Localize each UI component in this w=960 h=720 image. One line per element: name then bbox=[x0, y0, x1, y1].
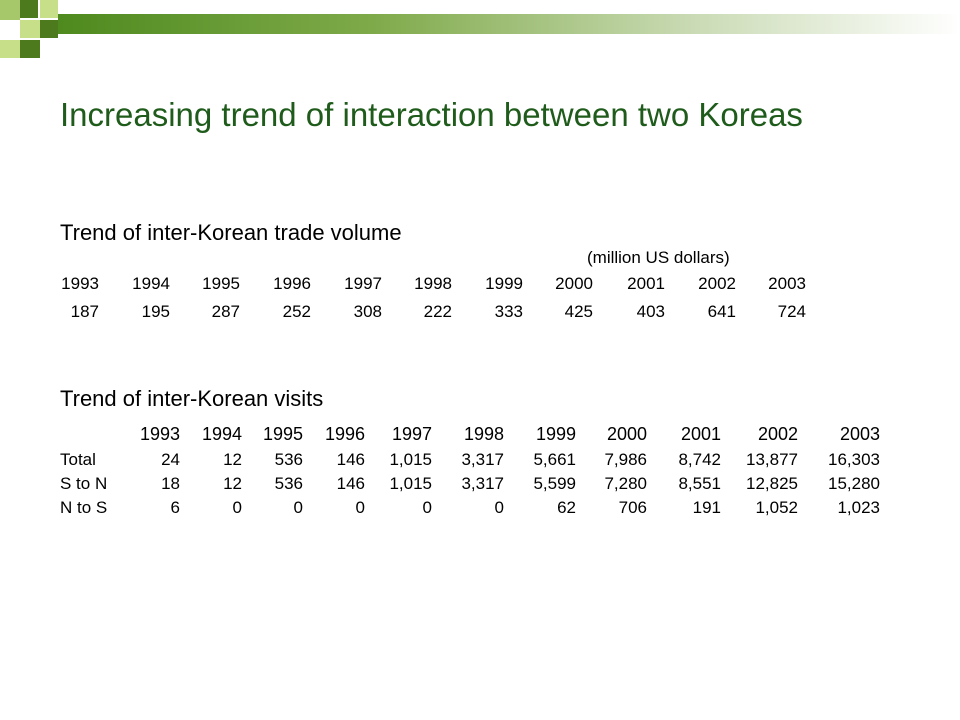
trade-year-cell: 2003 bbox=[768, 274, 806, 293]
trade-year-cell: 2001 bbox=[627, 274, 665, 293]
deco-square bbox=[40, 20, 58, 38]
visits-value-cell: 8,551 bbox=[678, 474, 721, 493]
visits-value-cell: 12,825 bbox=[746, 474, 798, 493]
visits-year-cell: 1994 bbox=[201, 424, 242, 444]
trade-year-cell: 1993 bbox=[61, 274, 99, 293]
header-gradient-bar bbox=[58, 14, 960, 34]
visits-year-cell: 2002 bbox=[757, 424, 798, 444]
trade-heading: Trend of inter-Korean trade volume bbox=[60, 220, 402, 245]
trade-year-cell: 2002 bbox=[698, 274, 736, 293]
visits-value-cell: 3,317 bbox=[461, 450, 504, 469]
trade-year-cell: 1998 bbox=[414, 274, 452, 293]
visits-value-cell: 12 bbox=[223, 450, 242, 469]
visits-year-cell: 1998 bbox=[463, 424, 504, 444]
visits-value-cell: 7,280 bbox=[604, 474, 647, 493]
visits-value-cell: 13,877 bbox=[746, 450, 798, 469]
visits-row-label: N to S bbox=[60, 498, 108, 517]
visits-value-cell: 16,303 bbox=[828, 450, 880, 469]
visits-value-cell: 1,052 bbox=[755, 498, 798, 517]
visits-row-label: S to N bbox=[60, 474, 108, 493]
visits-year-cell: 1996 bbox=[324, 424, 365, 444]
visits-value-cell: 1,015 bbox=[389, 450, 432, 469]
visits-value-cell: 0 bbox=[422, 498, 432, 517]
trade-value-cell: 252 bbox=[282, 302, 311, 321]
visits-value-cell: 6 bbox=[170, 498, 180, 517]
visits-value-cell: 536 bbox=[274, 450, 303, 469]
trade-value-cell: 641 bbox=[707, 302, 736, 321]
visits-value-cell: 146 bbox=[336, 474, 365, 493]
visits-year-cell: 1999 bbox=[535, 424, 576, 444]
visits-year-cell: 1993 bbox=[139, 424, 180, 444]
visits-value-cell: 5,661 bbox=[533, 450, 576, 469]
trade-year-cell: 1999 bbox=[485, 274, 523, 293]
visits-value-cell: 24 bbox=[161, 450, 180, 469]
visits-value-cell: 8,742 bbox=[678, 450, 721, 469]
trade-year-cell: 1995 bbox=[202, 274, 240, 293]
visits-value-cell: 0 bbox=[232, 498, 242, 517]
deco-square bbox=[20, 20, 40, 38]
visits-value-cell: 15,280 bbox=[828, 474, 880, 493]
visits-value-cell: 536 bbox=[274, 474, 303, 493]
visits-year-cell: 1995 bbox=[262, 424, 303, 444]
visits-year-cell: 1997 bbox=[391, 424, 432, 444]
trade-value-cell: 724 bbox=[777, 302, 806, 321]
slide-title: Increasing trend of interaction between … bbox=[60, 96, 803, 133]
deco-square bbox=[40, 0, 58, 18]
visits-value-cell: 62 bbox=[557, 498, 576, 517]
visits-value-cell: 7,986 bbox=[604, 450, 647, 469]
trade-year-cell: 2000 bbox=[555, 274, 593, 293]
visits-value-cell: 12 bbox=[223, 474, 242, 493]
trade-value-cell: 403 bbox=[636, 302, 665, 321]
deco-square bbox=[0, 40, 20, 58]
trade-value-cell: 425 bbox=[564, 302, 593, 321]
visits-value-cell: 146 bbox=[336, 450, 365, 469]
visits-year-cell: 2003 bbox=[839, 424, 880, 444]
deco-square bbox=[20, 40, 40, 58]
visits-value-cell: 1,015 bbox=[389, 474, 432, 493]
trade-value-cell: 222 bbox=[423, 302, 452, 321]
trade-year-cell: 1997 bbox=[344, 274, 382, 293]
deco-square bbox=[20, 0, 38, 18]
visits-heading: Trend of inter-Korean visits bbox=[60, 386, 324, 411]
trade-year-cell: 1996 bbox=[273, 274, 311, 293]
visits-row-label: Total bbox=[60, 450, 96, 469]
trade-value-cell: 308 bbox=[353, 302, 382, 321]
visits-value-cell: 0 bbox=[494, 498, 504, 517]
visits-value-cell: 5,599 bbox=[533, 474, 576, 493]
visits-value-cell: 0 bbox=[293, 498, 303, 517]
visits-value-cell: 706 bbox=[618, 498, 647, 517]
trade-value-cell: 287 bbox=[211, 302, 240, 321]
visits-year-cell: 2001 bbox=[680, 424, 721, 444]
trade-value-cell: 333 bbox=[494, 302, 523, 321]
visits-value-cell: 1,023 bbox=[837, 498, 880, 517]
trade-unit-label: (million US dollars) bbox=[587, 248, 730, 267]
visits-value-cell: 3,317 bbox=[461, 474, 504, 493]
trade-value-cell: 187 bbox=[70, 302, 99, 321]
trade-value-cell: 195 bbox=[141, 302, 170, 321]
visits-value-cell: 191 bbox=[692, 498, 721, 517]
deco-square bbox=[0, 0, 20, 20]
visits-value-cell: 18 bbox=[161, 474, 180, 493]
trade-year-cell: 1994 bbox=[132, 274, 170, 293]
visits-year-cell: 2000 bbox=[606, 424, 647, 444]
visits-value-cell: 0 bbox=[355, 498, 365, 517]
